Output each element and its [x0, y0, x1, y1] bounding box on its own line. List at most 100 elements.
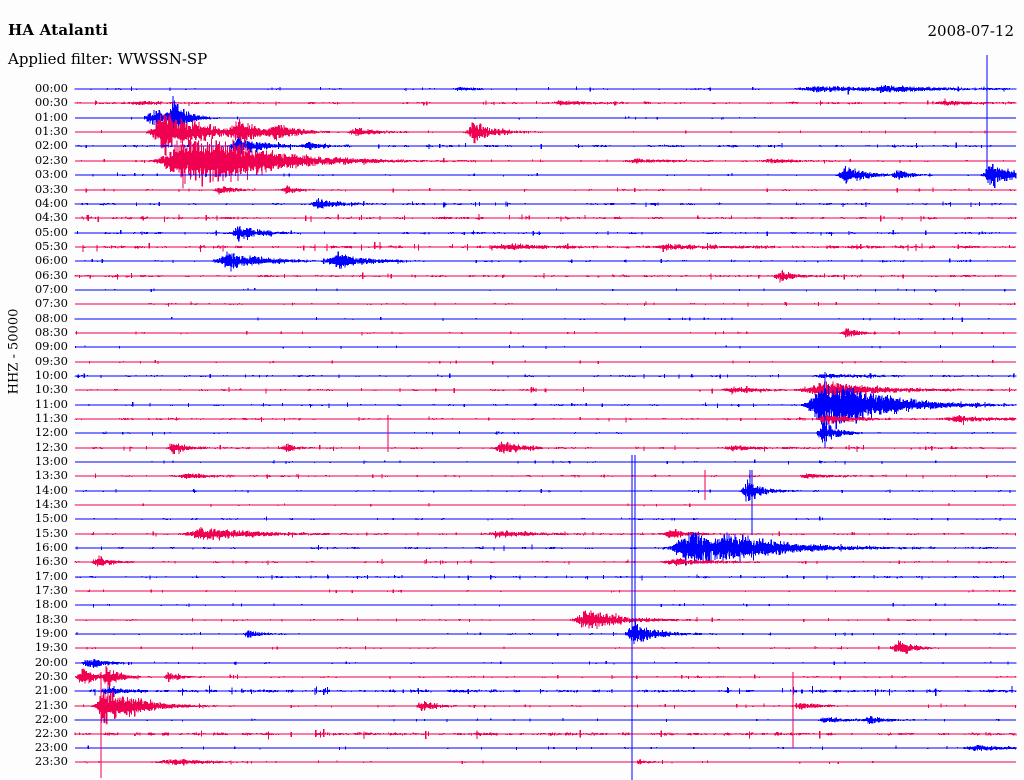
time-tick-0700: 07:00 — [34, 282, 68, 296]
trace-row-0930 — [75, 359, 1016, 365]
time-tick-0900: 09:00 — [34, 339, 68, 353]
trace-row-2030 — [75, 666, 1017, 690]
trace-row-2100 — [74, 685, 1017, 698]
trace-row-0830 — [75, 328, 1017, 338]
time-tick-1430: 14:30 — [34, 497, 68, 511]
time-tick-1200: 12:00 — [34, 425, 68, 439]
time-tick-0230: 02:30 — [34, 153, 68, 167]
time-tick-0300: 03:00 — [34, 167, 68, 181]
trace-row-0400 — [74, 197, 1017, 209]
time-tick-0100: 01:00 — [34, 110, 68, 124]
time-tick-1730: 17:30 — [34, 583, 68, 597]
time-tick-0400: 04:00 — [34, 196, 68, 210]
trace-row-1730 — [75, 589, 1016, 594]
trace-row-2330 — [75, 758, 1016, 766]
trace-row-1130 — [74, 414, 1017, 426]
trace-row-1330 — [75, 473, 1016, 479]
trace-row-1200 — [75, 422, 1017, 443]
time-tick-0630: 06:30 — [34, 268, 68, 282]
time-tick-0730: 07:30 — [34, 296, 68, 310]
time-tick-0600: 06:00 — [34, 253, 68, 267]
time-tick-1700: 17:00 — [34, 569, 68, 583]
trace-row-0030 — [74, 98, 1017, 106]
trace-row-0530 — [75, 241, 1016, 253]
time-tick-2330: 23:30 — [34, 754, 68, 768]
time-tick-1030: 10:30 — [34, 382, 68, 396]
time-tick-1530: 15:30 — [34, 526, 68, 540]
filter-label: Applied filter: WWSSN-SP — [8, 50, 208, 68]
time-tick-2000: 20:00 — [34, 655, 68, 669]
time-tick-0030: 00:30 — [34, 95, 68, 109]
trace-row-0000 — [74, 85, 1017, 95]
trace-row-1430 — [74, 503, 1016, 507]
trace-row-2200 — [74, 716, 1016, 725]
trace-row-0430 — [75, 214, 1017, 223]
time-tick-1600: 16:00 — [34, 540, 68, 554]
trace-row-1600 — [75, 532, 1016, 566]
trace-row-2130 — [74, 691, 1017, 725]
trace-row-1230 — [75, 441, 1017, 455]
trace-row-0900 — [75, 345, 1016, 350]
time-tick-1930: 19:30 — [34, 640, 68, 654]
trace-row-0600 — [75, 251, 1016, 272]
trace-row-2000 — [75, 659, 1017, 669]
time-tick-0430: 04:30 — [34, 210, 68, 224]
trace-row-0230 — [75, 138, 1016, 189]
time-tick-1630: 16:30 — [34, 554, 68, 568]
time-tick-1130: 11:30 — [34, 411, 68, 425]
trace-row-1500 — [75, 516, 1016, 522]
time-tick-0330: 03:30 — [34, 182, 68, 196]
trace-row-0200 — [75, 137, 1016, 156]
trace-row-1300 — [75, 459, 1016, 465]
time-tick-1000: 10:00 — [34, 368, 68, 382]
time-tick-column: 00:00 00:30 01:00 01:30 02:00 02:30 03:00 03:30… — [0, 0, 68, 780]
time-tick-0000: 00:00 — [34, 81, 68, 95]
trace-row-0100 — [75, 96, 1016, 133]
trace-row-1530 — [75, 527, 1016, 541]
time-tick-0530: 05:30 — [34, 239, 68, 253]
trace-row-0130 — [75, 112, 1017, 157]
time-tick-0500: 05:00 — [34, 225, 68, 239]
trace-row-2230 — [74, 728, 1017, 740]
trace-row-1000 — [74, 372, 1017, 379]
time-tick-2200: 22:00 — [34, 712, 68, 726]
time-tick-1800: 18:00 — [34, 597, 68, 611]
time-tick-2030: 20:30 — [34, 669, 68, 683]
trace-row-1830 — [75, 610, 1016, 629]
trace-row-1630 — [74, 555, 1016, 567]
time-tick-1230: 12:30 — [34, 440, 68, 454]
time-tick-1830: 18:30 — [34, 612, 68, 626]
time-tick-2230: 22:30 — [34, 726, 68, 740]
time-tick-1330: 13:30 — [34, 468, 68, 482]
trace-row-0300 — [75, 163, 1017, 188]
trace-row-0330 — [74, 185, 1017, 195]
time-tick-1500: 15:00 — [34, 511, 68, 525]
page-title: HA Atalanti — [8, 21, 109, 39]
time-tick-1400: 14:00 — [34, 483, 68, 497]
trace-row-1900 — [75, 622, 1017, 645]
trace-row-1930 — [75, 640, 1016, 655]
time-tick-1300: 13:00 — [34, 454, 68, 468]
trace-row-0630 — [74, 269, 1017, 283]
time-tick-0930: 09:30 — [34, 354, 68, 368]
date-label: 2008-07-12 — [927, 22, 1014, 40]
time-tick-2130: 21:30 — [34, 698, 68, 712]
time-tick-0130: 01:30 — [34, 124, 68, 138]
time-tick-1100: 11:00 — [34, 397, 68, 411]
time-tick-0200: 02:00 — [34, 138, 68, 152]
trace-row-1100 — [75, 385, 1017, 432]
trace-row-1400 — [75, 479, 1016, 502]
trace-row-2300 — [75, 744, 1017, 751]
trace-row-0730 — [75, 301, 1016, 307]
time-tick-0830: 08:30 — [34, 325, 68, 339]
time-tick-2100: 21:00 — [34, 683, 68, 697]
trace-row-0500 — [74, 226, 1017, 242]
trace-row-0800 — [74, 316, 1017, 322]
trace-row-1700 — [75, 574, 1016, 581]
trace-row-1800 — [75, 602, 1017, 608]
time-tick-2300: 23:00 — [34, 740, 68, 754]
time-tick-0800: 08:00 — [34, 311, 68, 325]
